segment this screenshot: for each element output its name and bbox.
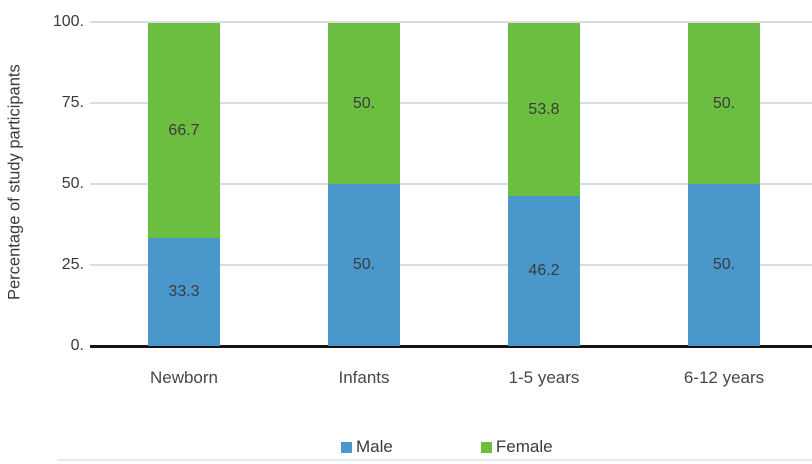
legend: Male Female (341, 437, 553, 457)
bar-segment-female-newborn: 66.7 (148, 23, 220, 238)
bar-segment-male-newborn: 33.3 (148, 238, 220, 346)
bar-value-label: 50. (712, 94, 736, 112)
gridline (90, 183, 812, 185)
x-axis-category-label: Newborn (149, 368, 219, 387)
female-swatch-icon (480, 441, 492, 453)
gridline (90, 264, 812, 266)
bar-value-label: 66.7 (168, 121, 200, 139)
legend-label: Female (495, 437, 553, 456)
gridline (90, 102, 812, 104)
y-axis-tick-label: 100. (52, 13, 84, 30)
bar-segment-male-1-5-years: 46.2 (508, 196, 580, 346)
y-axis-tick-label: 25. (61, 256, 84, 273)
bar-segment-female-1-5-years: 53.8 (508, 23, 580, 196)
bar-segment-female-infants: 50. (328, 23, 400, 184)
bar-value-label: 50. (352, 94, 376, 112)
bar-1-5-years: 53.8 46.2 (508, 23, 580, 346)
y-axis-tick-label: 50. (61, 175, 84, 192)
bar-value-label: 46.2 (528, 262, 560, 279)
bar-6-12-years: 50. 50. (688, 23, 760, 346)
x-axis-category-label: 6-12 years (683, 368, 765, 387)
male-swatch-icon (341, 441, 352, 453)
bar-value-label: 53.8 (528, 100, 560, 118)
bar-value-label: 50. (352, 256, 376, 273)
bottom-border-line (57, 459, 812, 461)
bar-segment-male-infants: 50. (328, 184, 400, 346)
gridline (90, 21, 812, 23)
bar-infants: 50. 50. (328, 23, 400, 346)
y-axis-tick-label: 0. (70, 337, 84, 354)
x-axis-category-label: 1-5 years (508, 368, 580, 387)
bar-segment-female-6-12-years: 50. (688, 23, 760, 184)
legend-item-male: Male (341, 437, 393, 457)
bar-value-label: 50. (712, 256, 736, 273)
legend-label: Male (356, 437, 393, 456)
x-axis-line (90, 345, 812, 348)
y-axis-tick-label: 75. (61, 94, 84, 111)
bar-value-label: 33.3 (168, 283, 200, 300)
legend-item-female: Female (480, 437, 553, 457)
bar-newborn: 66.7 33.3 (148, 23, 220, 346)
bar-segment-male-6-12-years: 50. (688, 184, 760, 346)
x-axis-category-label: Infants (338, 368, 390, 387)
